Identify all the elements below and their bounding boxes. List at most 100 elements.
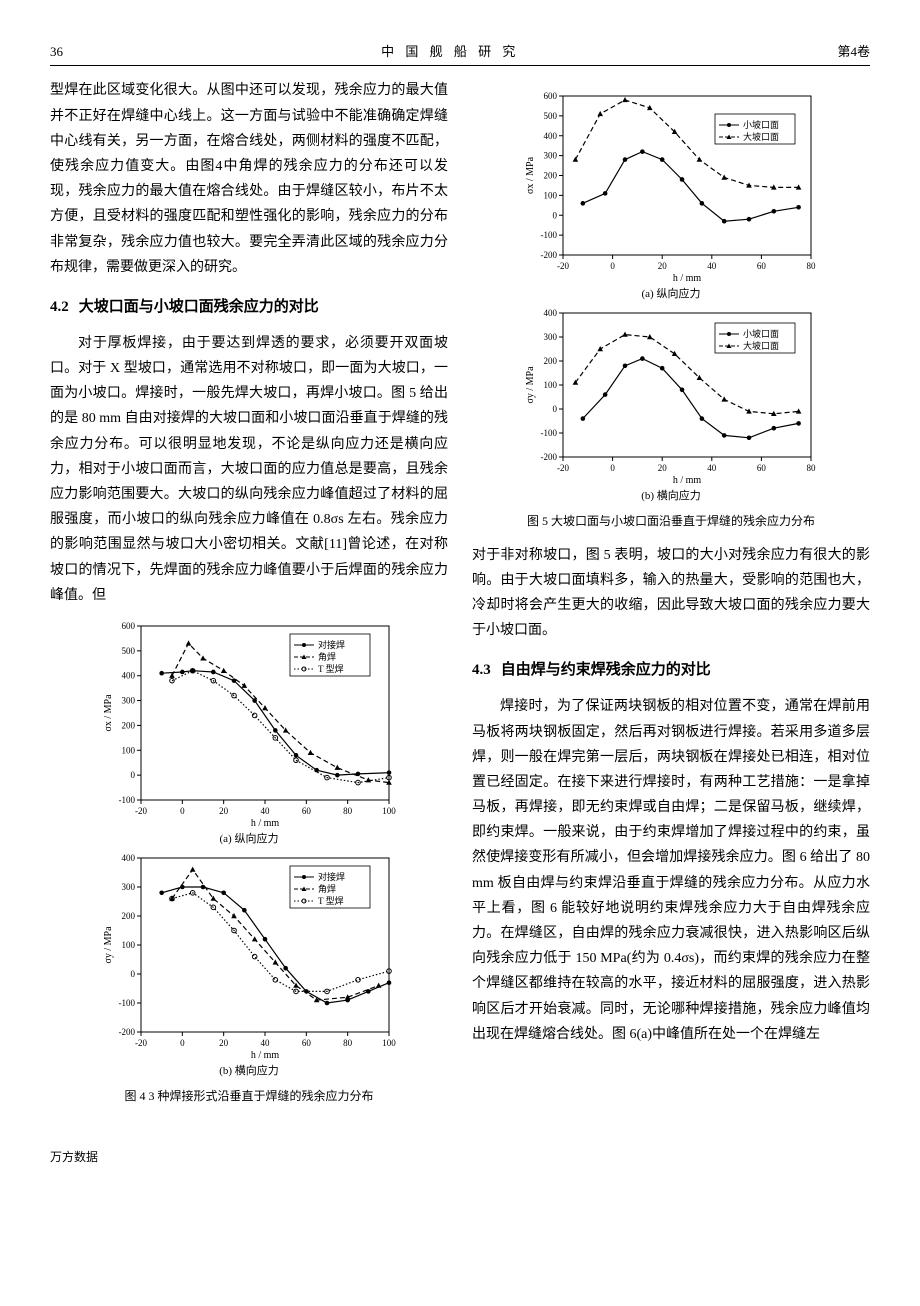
svg-text:20: 20 — [658, 261, 668, 271]
svg-text:T 型焊: T 型焊 — [318, 663, 344, 674]
svg-text:0: 0 — [131, 770, 136, 780]
svg-text:h / mm: h / mm — [673, 475, 702, 485]
svg-text:-100: -100 — [119, 795, 136, 805]
svg-text:σy / MPa: σy / MPa — [525, 366, 536, 404]
page-header: 36 中 国 舰 船 研 究 第4卷 — [50, 40, 870, 66]
svg-text:-20: -20 — [557, 463, 569, 473]
svg-text:-20: -20 — [135, 1038, 147, 1048]
svg-text:T 型焊: T 型焊 — [318, 895, 344, 906]
figure-5a-chart: -20020406080-200-1000100200300400500600小… — [521, 88, 821, 283]
figure-5-caption: 图 5 大坡口面与小坡口面沿垂直于焊缝的残余应力分布 — [472, 511, 870, 533]
figure-4-caption: 图 4 3 种焊接形式沿垂直于焊缝的残余应力分布 — [50, 1086, 448, 1108]
svg-text:500: 500 — [122, 646, 136, 656]
svg-text:40: 40 — [261, 1038, 271, 1048]
svg-text:600: 600 — [122, 621, 136, 631]
svg-text:200: 200 — [122, 911, 136, 921]
figure-4a-subcaption: (a) 纵向应力 — [50, 830, 448, 850]
svg-text:100: 100 — [544, 191, 558, 201]
svg-text:σx / MPa: σx / MPa — [525, 157, 536, 195]
section-4-2-heading: 4.2 大坡口面与小坡口面残余应力的对比 — [50, 294, 448, 321]
section-number: 4.2 — [50, 299, 69, 315]
svg-text:0: 0 — [180, 1038, 185, 1048]
svg-text:-100: -100 — [119, 998, 136, 1008]
svg-text:40: 40 — [707, 463, 717, 473]
svg-text:-200: -200 — [541, 452, 558, 462]
svg-text:500: 500 — [544, 111, 558, 121]
svg-text:300: 300 — [122, 696, 136, 706]
svg-text:0: 0 — [610, 463, 615, 473]
svg-text:400: 400 — [544, 131, 558, 141]
svg-text:60: 60 — [757, 463, 767, 473]
svg-text:-200: -200 — [119, 1027, 136, 1037]
svg-text:20: 20 — [219, 806, 229, 816]
svg-text:0: 0 — [180, 806, 185, 816]
svg-text:大坡口面: 大坡口面 — [743, 131, 779, 142]
svg-text:h / mm: h / mm — [251, 1050, 280, 1060]
svg-text:40: 40 — [707, 261, 717, 271]
section-number: 4.3 — [472, 662, 491, 678]
svg-text:h / mm: h / mm — [673, 273, 702, 283]
figure-4a-chart: -20020406080100-1000100200300400500600对接… — [99, 618, 399, 828]
svg-text:对接焊: 对接焊 — [318, 639, 345, 650]
right-para-2: 焊接时，为了保证两块钢板的相对位置不变，通常在焊前用马板将两块钢板固定，然后再对… — [472, 694, 870, 1047]
svg-text:角焊: 角焊 — [318, 651, 336, 662]
svg-text:100: 100 — [122, 940, 136, 950]
svg-text:60: 60 — [757, 261, 767, 271]
svg-text:小坡口面: 小坡口面 — [743, 119, 779, 130]
svg-text:σx / MPa: σx / MPa — [103, 694, 114, 732]
svg-text:对接焊: 对接焊 — [318, 871, 345, 882]
svg-text:400: 400 — [544, 308, 558, 318]
section-title: 大坡口面与小坡口面残余应力的对比 — [79, 299, 319, 315]
svg-text:80: 80 — [343, 806, 353, 816]
svg-text:-200: -200 — [541, 250, 558, 260]
right-column: -20020406080-200-1000100200300400500600小… — [472, 78, 870, 1117]
section-4-3-heading: 4.3 自由焊与约束焊残余应力的对比 — [472, 657, 870, 684]
left-column: 型焊在此区域变化很大。从图中还可以发现，残余应力的最大值并不正好在焊缝中心线上。… — [50, 78, 448, 1117]
svg-text:-100: -100 — [541, 428, 558, 438]
svg-text:40: 40 — [261, 806, 271, 816]
svg-text:0: 0 — [553, 404, 558, 414]
svg-text:σy / MPa: σy / MPa — [103, 926, 114, 964]
left-para-1: 型焊在此区域变化很大。从图中还可以发现，残余应力的最大值并不正好在焊缝中心线上。… — [50, 78, 448, 280]
figure-4b-chart: -20020406080100-200-1000100200300400对接焊角… — [99, 850, 399, 1060]
volume: 第4卷 — [837, 40, 870, 63]
svg-text:300: 300 — [544, 332, 558, 342]
svg-text:200: 200 — [544, 356, 558, 366]
svg-text:100: 100 — [382, 1038, 396, 1048]
figure-4: -20020406080100-1000100200300400500600对接… — [50, 618, 448, 1107]
svg-text:100: 100 — [382, 806, 396, 816]
svg-text:60: 60 — [302, 1038, 312, 1048]
svg-text:20: 20 — [658, 463, 668, 473]
figure-5a-subcaption: (a) 纵向应力 — [472, 285, 870, 305]
svg-text:角焊: 角焊 — [318, 883, 336, 894]
figure-5b-chart: -20020406080-200-1000100200300400小坡口面大坡口… — [521, 305, 821, 485]
svg-text:300: 300 — [544, 151, 558, 161]
svg-text:20: 20 — [219, 1038, 229, 1048]
page-number: 36 — [50, 40, 63, 63]
svg-text:100: 100 — [544, 380, 558, 390]
right-para-1: 对于非对称坡口，图 5 表明，坡口的大小对残余应力有很大的影响。由于大坡口面填料… — [472, 543, 870, 644]
svg-text:大坡口面: 大坡口面 — [743, 340, 779, 351]
svg-text:80: 80 — [343, 1038, 353, 1048]
two-column-layout: 型焊在此区域变化很大。从图中还可以发现，残余应力的最大值并不正好在焊缝中心线上。… — [50, 78, 870, 1117]
svg-text:300: 300 — [122, 882, 136, 892]
svg-text:400: 400 — [122, 853, 136, 863]
svg-text:200: 200 — [544, 171, 558, 181]
svg-text:0: 0 — [131, 969, 136, 979]
svg-text:0: 0 — [553, 211, 558, 221]
svg-text:小坡口面: 小坡口面 — [743, 328, 779, 339]
svg-text:200: 200 — [122, 720, 136, 730]
svg-text:80: 80 — [807, 463, 817, 473]
journal-title: 中 国 舰 船 研 究 — [381, 40, 519, 63]
footer-watermark: 万方数据 — [50, 1147, 870, 1169]
figure-5: -20020406080-200-1000100200300400500600小… — [472, 88, 870, 532]
svg-text:-20: -20 — [557, 261, 569, 271]
svg-text:400: 400 — [122, 671, 136, 681]
svg-text:0: 0 — [610, 261, 615, 271]
figure-5b-subcaption: (b) 横向应力 — [472, 487, 870, 507]
figure-4b-subcaption: (b) 横向应力 — [50, 1062, 448, 1082]
svg-text:h / mm: h / mm — [251, 818, 280, 828]
svg-text:60: 60 — [302, 806, 312, 816]
left-para-2: 对于厚板焊接，由于要达到焊透的要求，必须要开双面坡口。对于 X 型坡口，通常选用… — [50, 331, 448, 608]
section-title: 自由焊与约束焊残余应力的对比 — [501, 662, 711, 678]
